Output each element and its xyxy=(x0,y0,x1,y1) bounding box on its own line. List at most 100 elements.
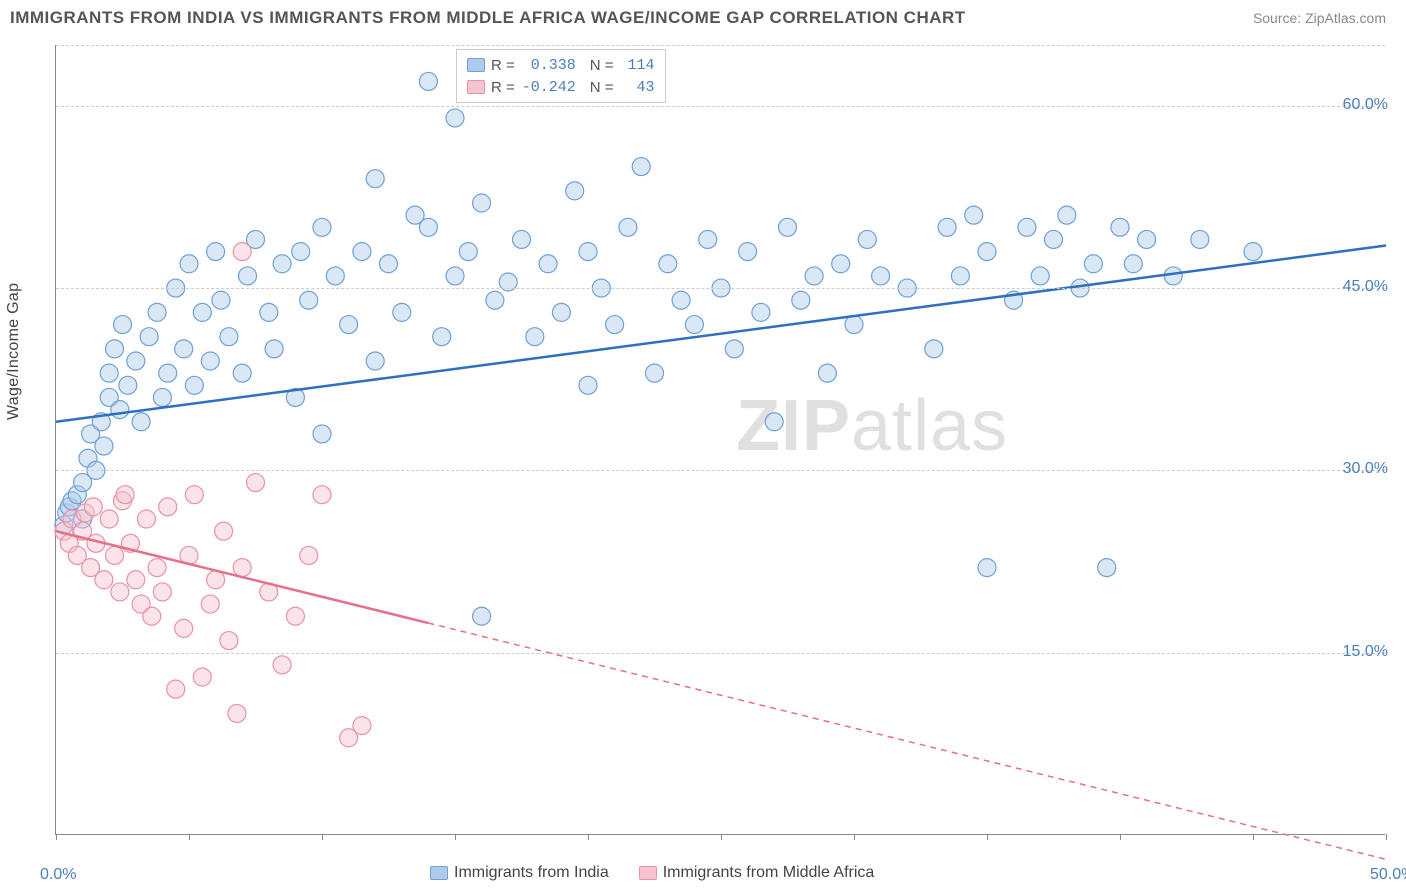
data-point xyxy=(228,704,246,722)
data-point xyxy=(606,316,624,334)
data-point xyxy=(685,316,703,334)
legend-series: Immigrants from India Immigrants from Mi… xyxy=(430,864,874,882)
data-point xyxy=(1244,243,1262,261)
data-point xyxy=(207,243,225,261)
data-point xyxy=(233,559,251,577)
r-value-africa: -0.242 xyxy=(521,79,576,96)
gridline xyxy=(56,653,1385,654)
data-point xyxy=(106,340,124,358)
data-point xyxy=(659,255,677,273)
data-point xyxy=(313,425,331,443)
data-point xyxy=(215,522,233,540)
x-tick xyxy=(1253,834,1254,840)
legend-label-india: Immigrants from India xyxy=(454,864,609,882)
data-point xyxy=(247,474,265,492)
data-point xyxy=(326,267,344,285)
data-point xyxy=(1045,230,1063,248)
data-point xyxy=(632,158,650,176)
data-point xyxy=(579,376,597,394)
data-point xyxy=(175,340,193,358)
y-tick-label: 45.0% xyxy=(1343,278,1388,296)
data-point xyxy=(579,243,597,261)
data-point xyxy=(779,218,797,236)
data-point xyxy=(159,498,177,516)
data-point xyxy=(752,303,770,321)
data-point xyxy=(180,255,198,273)
data-point xyxy=(393,303,411,321)
data-point xyxy=(1058,206,1076,224)
data-point xyxy=(792,291,810,309)
chart-title: IMMIGRANTS FROM INDIA VS IMMIGRANTS FROM… xyxy=(10,8,966,28)
trend-line-dashed xyxy=(428,623,1386,859)
data-point xyxy=(193,668,211,686)
x-tick-label: 0.0% xyxy=(40,866,76,884)
data-point xyxy=(832,255,850,273)
data-point xyxy=(619,218,637,236)
data-point xyxy=(1111,218,1129,236)
data-point xyxy=(1084,255,1102,273)
legend-swatch-africa-bottom xyxy=(639,866,657,880)
n-value-india: 114 xyxy=(620,57,655,74)
data-point xyxy=(1138,230,1156,248)
data-point xyxy=(951,267,969,285)
data-point xyxy=(111,583,129,601)
data-point xyxy=(353,717,371,735)
data-point xyxy=(805,267,823,285)
data-point xyxy=(646,364,664,382)
data-point xyxy=(137,510,155,528)
data-point xyxy=(100,364,118,382)
legend-swatch-india xyxy=(467,58,485,72)
legend-label-africa: Immigrants from Middle Africa xyxy=(663,864,875,882)
data-point xyxy=(513,230,531,248)
data-point xyxy=(446,267,464,285)
r-label: R = xyxy=(491,57,515,74)
legend-correlation: R = 0.338 N = 114 R = -0.242 N = 43 xyxy=(456,49,666,103)
data-point xyxy=(127,352,145,370)
data-point xyxy=(872,267,890,285)
data-point xyxy=(159,364,177,382)
source-label: Source: ZipAtlas.com xyxy=(1253,10,1386,26)
data-point xyxy=(111,401,129,419)
data-point xyxy=(212,291,230,309)
data-point xyxy=(845,316,863,334)
data-point xyxy=(116,486,134,504)
data-point xyxy=(925,340,943,358)
data-point xyxy=(260,303,278,321)
y-axis-label: Wage/Income Gap xyxy=(5,283,23,420)
data-point xyxy=(699,230,717,248)
data-point xyxy=(167,680,185,698)
data-point xyxy=(340,316,358,334)
data-point xyxy=(153,388,171,406)
data-point xyxy=(459,243,477,261)
data-point xyxy=(207,571,225,589)
n-value-africa: 43 xyxy=(620,79,655,96)
data-point xyxy=(419,72,437,90)
x-tick xyxy=(1120,834,1121,840)
data-point xyxy=(552,303,570,321)
data-point xyxy=(100,510,118,528)
data-point xyxy=(185,486,203,504)
r-value-india: 0.338 xyxy=(521,57,576,74)
data-point xyxy=(1031,267,1049,285)
data-point xyxy=(185,376,203,394)
data-point xyxy=(233,243,251,261)
data-point xyxy=(201,352,219,370)
x-tick xyxy=(721,834,722,840)
x-tick xyxy=(189,834,190,840)
data-point xyxy=(84,498,102,516)
x-tick xyxy=(1386,834,1387,840)
x-tick xyxy=(588,834,589,840)
data-point xyxy=(233,364,251,382)
gridline xyxy=(56,470,1385,471)
data-point xyxy=(473,194,491,212)
data-point xyxy=(95,437,113,455)
data-point xyxy=(127,571,145,589)
data-point xyxy=(486,291,504,309)
data-point xyxy=(114,316,132,334)
data-point xyxy=(292,243,310,261)
x-tick xyxy=(56,834,57,840)
data-point xyxy=(818,364,836,382)
data-point xyxy=(239,267,257,285)
data-point xyxy=(1124,255,1142,273)
data-point xyxy=(739,243,757,261)
